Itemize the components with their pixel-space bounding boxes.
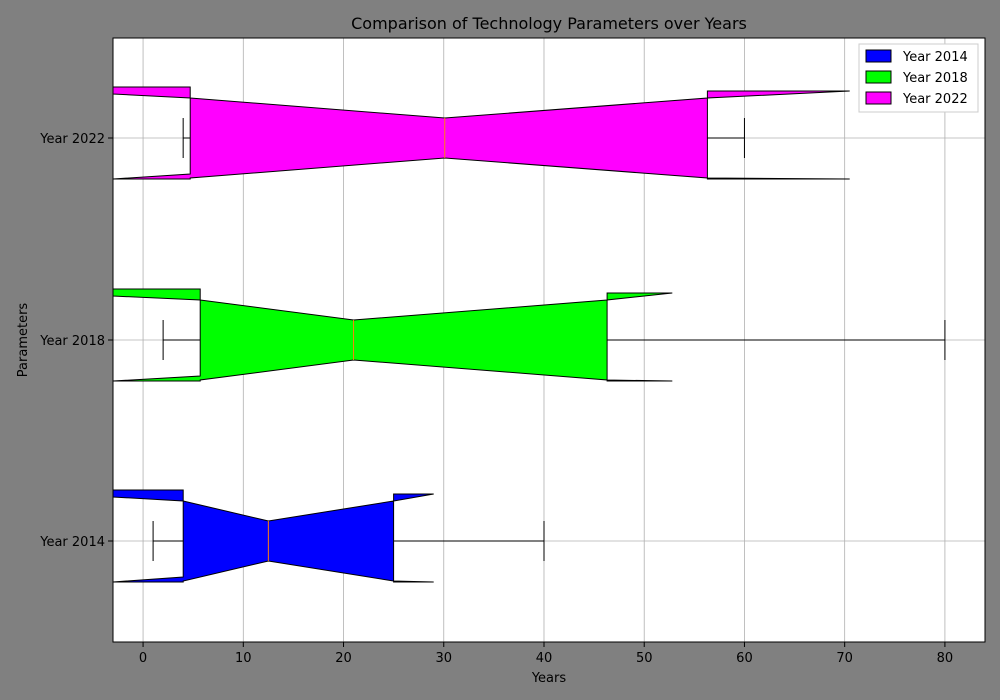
legend-swatch-2022 (865, 91, 892, 105)
x-tick-label: 40 (536, 651, 553, 666)
legend-swatch-2014 (865, 49, 892, 63)
notched-box (112, 489, 434, 583)
legend-swatch-2018 (865, 70, 892, 84)
y-tick-label: Year 2014 (39, 535, 105, 550)
axes: 0 10 20 30 40 50 60 70 80 Year 2014 Year 2018 Year … (39, 132, 953, 666)
x-tick-label: 10 (235, 651, 252, 666)
boxes (112, 86, 946, 583)
chart-title: Comparison of Technology Parameters over… (351, 14, 747, 33)
x-tick-label: 0 (139, 651, 147, 666)
y-tick-label: Year 2022 (39, 132, 105, 147)
x-tick-label: 70 (836, 651, 853, 666)
legend: Year 2014 Year 2018 Year 2022 (858, 43, 979, 113)
x-tick-label: 30 (435, 651, 452, 666)
x-tick-label: 50 (636, 651, 653, 666)
notched-box (112, 288, 673, 382)
box-year-2022 (112, 86, 850, 180)
x-tick-label: 60 (736, 651, 753, 666)
legend-label-2022: Year 2022 (902, 92, 968, 107)
box-year-2018 (112, 288, 946, 382)
legend-label-2018: Year 2018 (902, 71, 968, 86)
x-tick-label: 80 (937, 651, 954, 666)
y-axis-label: Parameters (16, 303, 31, 378)
notched-box (112, 86, 850, 180)
box-year-2014 (112, 489, 545, 583)
x-axis-label: Years (531, 671, 567, 686)
x-tick-label: 20 (335, 651, 352, 666)
y-tick-label: Year 2018 (39, 334, 105, 349)
legend-label-2014: Year 2014 (902, 50, 968, 65)
